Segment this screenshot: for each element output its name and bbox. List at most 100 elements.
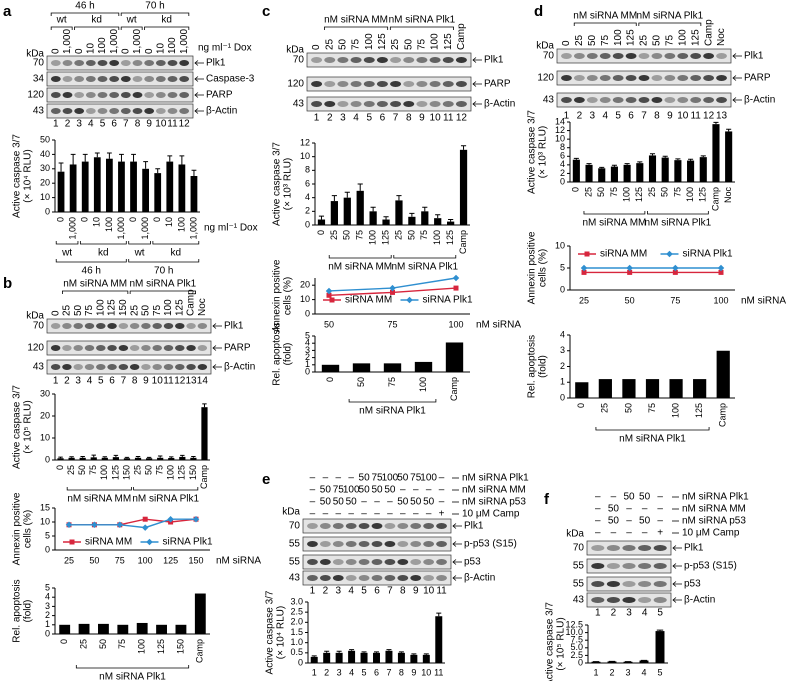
x-tick-label: 3 bbox=[625, 667, 630, 677]
blot-band bbox=[345, 575, 357, 581]
x-tick-label: 100 bbox=[685, 187, 695, 202]
x-tick-label: Camp bbox=[458, 230, 468, 254]
x-tick-label: 100 bbox=[448, 319, 463, 329]
x-tick-label: Camp bbox=[199, 465, 209, 489]
kda-marker: 120 bbox=[537, 73, 554, 84]
blot-band bbox=[332, 523, 344, 529]
blot-band bbox=[376, 57, 388, 63]
blot-strip bbox=[556, 48, 732, 64]
condition-cell: – bbox=[400, 509, 406, 520]
blot-band bbox=[455, 57, 467, 63]
error-bar bbox=[179, 155, 185, 165]
dose-label: 75 bbox=[84, 304, 95, 316]
x-tick-label: 1,000 bbox=[116, 217, 126, 240]
blot-band bbox=[74, 60, 85, 66]
blot-band bbox=[167, 60, 178, 66]
blot-band bbox=[622, 597, 636, 603]
blot-band bbox=[96, 345, 106, 351]
blot-band bbox=[622, 581, 636, 587]
y-tick-label: 0 bbox=[305, 219, 310, 229]
blot-band bbox=[653, 563, 667, 569]
blot-band bbox=[319, 541, 331, 547]
error-bar bbox=[383, 216, 389, 220]
error-bar bbox=[82, 153, 88, 162]
x-tick-label: 1,000 bbox=[140, 217, 150, 240]
blot-band bbox=[653, 545, 667, 551]
x-tick-label: 50 bbox=[406, 230, 416, 240]
blot-band bbox=[638, 581, 652, 587]
y-axis-label: Active caspase 3/7 bbox=[527, 110, 538, 194]
dose-label: 125 bbox=[443, 33, 454, 50]
blot-band bbox=[397, 575, 409, 581]
legend-label: siRNA Plk1 bbox=[683, 249, 733, 260]
kda-label: kDa bbox=[286, 45, 304, 56]
lane-number: 12 bbox=[179, 119, 191, 130]
kda-marker: 43 bbox=[33, 362, 45, 373]
condition-cell: – bbox=[595, 528, 601, 539]
y-tick-label: 20 bbox=[40, 410, 50, 420]
bar bbox=[175, 624, 187, 634]
lane-number: 2 bbox=[65, 119, 71, 130]
error-bar bbox=[586, 163, 592, 165]
group-label: nM siRNA Plk1 bbox=[359, 406, 426, 417]
marker bbox=[389, 284, 396, 292]
blot-header: nM siRNA Plk1 bbox=[389, 15, 456, 26]
y-axis-label: cells (%) bbox=[283, 277, 294, 315]
x-tick-label: 7 bbox=[386, 667, 391, 677]
dose-label: 75 bbox=[152, 304, 163, 316]
x-tick-label: 125 bbox=[634, 187, 644, 202]
lane-number: 9 bbox=[413, 586, 419, 597]
error-bar bbox=[157, 455, 163, 458]
legend-marker bbox=[329, 297, 335, 303]
blot-band bbox=[62, 364, 72, 370]
bar bbox=[68, 457, 75, 460]
bar bbox=[445, 342, 464, 372]
condition-cell: – bbox=[439, 473, 445, 484]
condition-cell: – bbox=[611, 492, 617, 503]
blot-band bbox=[50, 323, 61, 329]
bar bbox=[93, 157, 101, 212]
blot-band bbox=[186, 345, 196, 351]
arrow bbox=[212, 323, 222, 329]
error-bar bbox=[611, 164, 617, 167]
error-bar bbox=[700, 155, 706, 158]
arrow bbox=[452, 523, 462, 529]
dose-label: 75 bbox=[664, 34, 675, 46]
condition-label: nM siRNA Plk1 bbox=[682, 492, 749, 503]
y-tick-label: 0 bbox=[45, 206, 50, 216]
blot-band bbox=[622, 563, 636, 569]
condition-cell: – bbox=[595, 516, 601, 527]
bar bbox=[623, 661, 633, 663]
kda-label: kDa bbox=[282, 507, 300, 518]
blot-band bbox=[50, 345, 61, 351]
bar bbox=[395, 200, 403, 225]
lane-number: 11 bbox=[690, 111, 701, 122]
error-bar bbox=[423, 653, 429, 655]
x-tick-label: 25 bbox=[647, 187, 657, 197]
lane-number: 2 bbox=[577, 111, 583, 122]
blot-band bbox=[197, 345, 208, 351]
lane-number: 1 bbox=[310, 586, 316, 597]
error-bar bbox=[124, 456, 130, 459]
condition-cell: 50 bbox=[623, 492, 635, 503]
lane-number: 3 bbox=[590, 111, 596, 122]
y-axis-label: Rel. apoptosis bbox=[12, 579, 23, 642]
legend-marker bbox=[584, 251, 590, 257]
x-axis-label: nM siRNA bbox=[476, 320, 521, 331]
dose-label: 0 bbox=[561, 40, 572, 46]
error-bar bbox=[191, 169, 197, 176]
y-tick-label: 2 bbox=[560, 361, 565, 371]
error-bar bbox=[374, 651, 379, 653]
lane-number: 4 bbox=[642, 608, 648, 619]
condition-cell: – bbox=[335, 509, 341, 520]
dose-label: 100 bbox=[95, 299, 106, 316]
y-tick-label: 12.5 bbox=[565, 619, 583, 629]
protein-label: β-Actin bbox=[684, 595, 715, 606]
condition-cell: – bbox=[657, 516, 663, 527]
error-bar bbox=[637, 161, 643, 164]
lane-number: 9 bbox=[143, 376, 149, 387]
error-bar bbox=[202, 403, 207, 408]
error-bar bbox=[624, 163, 630, 165]
y-tick-label: 1.5 bbox=[290, 627, 303, 637]
blot-band bbox=[384, 523, 396, 529]
